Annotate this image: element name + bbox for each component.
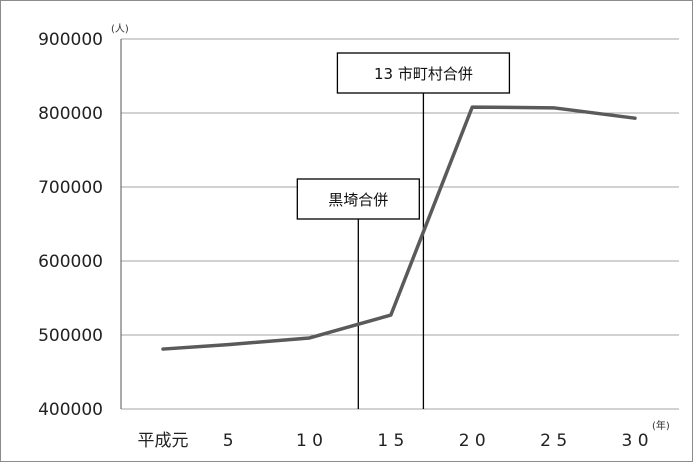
data-point <box>471 106 473 108</box>
series-line <box>161 105 637 351</box>
data-point <box>390 314 392 316</box>
y-tick-label: 600000 <box>38 252 103 272</box>
annotation-label: 13 市町村合併 <box>374 65 473 83</box>
x-tick-label: 3 0 <box>621 431 648 451</box>
y-unit-label: (人) <box>111 23 129 35</box>
annotation-box <box>296 178 420 220</box>
x-tick-label: 5 <box>223 431 234 451</box>
annotations: 黒埼合併 13 市町村合併 <box>296 52 511 409</box>
y-tick-label: 900000 <box>38 30 103 50</box>
data-point <box>162 348 164 350</box>
annotation-box <box>336 52 511 94</box>
data-point <box>634 117 636 119</box>
x-unit-label: (年) <box>652 419 670 432</box>
data-point <box>553 107 555 109</box>
data-point <box>308 337 310 339</box>
series <box>161 105 637 351</box>
y-tick-label: 500000 <box>38 326 103 346</box>
x-tick-label: 1 0 <box>296 431 323 451</box>
x-tick-label: 2 5 <box>540 431 567 451</box>
gridlines <box>121 38 679 410</box>
x-tick-label: 1 5 <box>377 431 404 451</box>
annotation-label: 黒埼合併 <box>328 191 388 209</box>
y-tick-label: 700000 <box>38 178 103 198</box>
tick-labels: 400000 500000 600000 700000 800000 900000 (人) 平… <box>38 23 670 451</box>
x-tick-label: 平成元 <box>138 431 189 451</box>
y-tick-label: 400000 <box>38 400 103 420</box>
data-point <box>227 344 229 346</box>
x-tick-label: 2 0 <box>459 431 486 451</box>
y-tick-label: 800000 <box>38 104 103 124</box>
